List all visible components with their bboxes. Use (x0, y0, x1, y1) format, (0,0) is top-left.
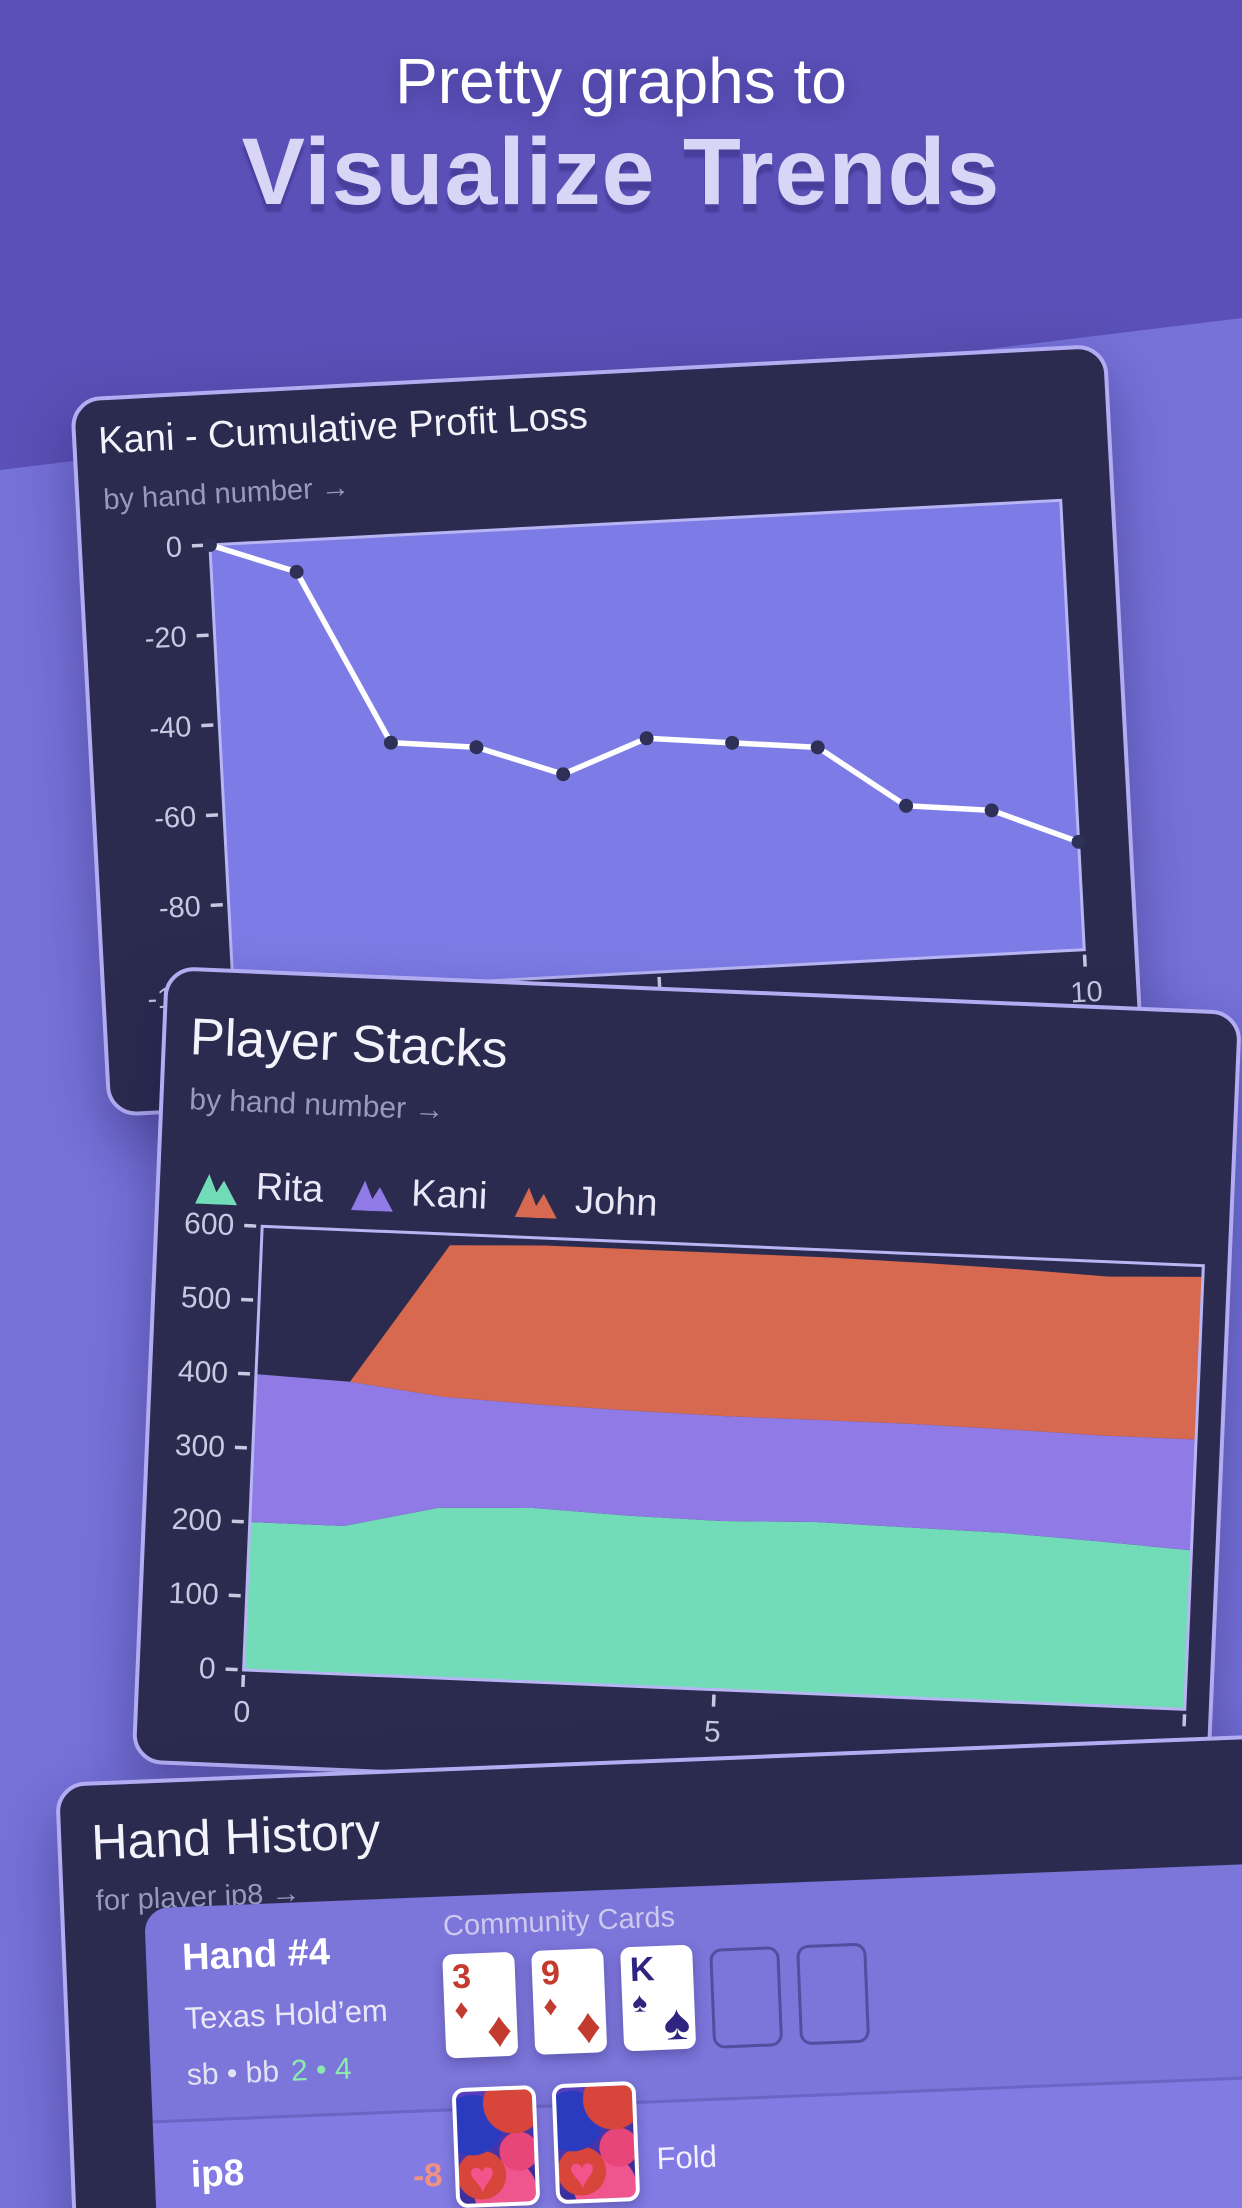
blinds-value: 2 • 4 (290, 2052, 353, 2088)
community-card-K♠: K ♠ ♠ (620, 1944, 697, 2052)
legend-label: Kani (410, 1172, 489, 1218)
history-card-title: Hand History (90, 1803, 382, 1871)
data-point (556, 767, 571, 782)
player-stacks-card: Player Stacks by hand number → Rita Kani J… (131, 966, 1242, 1809)
legend-label: Rita (254, 1166, 325, 1211)
data-point (639, 731, 654, 746)
face-down-hole-card (451, 2084, 541, 2208)
community-card-9♦: 9 ♦ ♦ (531, 1948, 608, 2055)
data-point (383, 735, 398, 750)
card-rank: K (629, 1950, 656, 1990)
player-action-label: Fold (655, 2138, 718, 2177)
face-down-hole-card (551, 2080, 641, 2205)
x-tick-label: 5 (703, 1715, 721, 1749)
y-tick-label: 600 (183, 1211, 234, 1242)
y-tick-label: 400 (177, 1355, 228, 1390)
blinds-label: sb • bb 2 • 4 (186, 2052, 352, 2093)
legend-item-kani: Kani (348, 1170, 488, 1219)
hand-history-entry: Hand #4 Texas Hold’em sb • bb 2 • 4 Commu… (144, 1858, 1242, 2208)
suit-icon: ♠ (662, 1993, 692, 2051)
data-point (899, 798, 914, 813)
y-tick-label: -80 (158, 891, 202, 925)
hero-heading-line2: Visualize Trends (241, 119, 1001, 225)
chart-legend: Rita Kani John (193, 1163, 658, 1225)
profit-card-subtitle: by hand number → (102, 471, 351, 517)
data-point (469, 740, 484, 755)
area-series-icon (514, 1186, 557, 1219)
data-point (725, 735, 740, 750)
area-series-rita (243, 1507, 1192, 1710)
suit-icon: ♦ (453, 1993, 470, 2026)
data-point (1071, 834, 1086, 849)
card-rank: 9 (540, 1953, 561, 1993)
data-point (984, 803, 999, 818)
y-tick-label: 0 (198, 1652, 216, 1686)
y-tick-label: -40 (149, 711, 193, 745)
data-point (289, 564, 304, 579)
data-point (202, 537, 217, 552)
legend-item-john: John (512, 1177, 658, 1226)
legend-item-rita: Rita (193, 1163, 324, 1211)
player-net-amount: -8 (412, 2155, 444, 2194)
data-point (810, 740, 825, 755)
y-tick-label: -20 (144, 621, 188, 655)
hand-history-card: Hand History for player ip8 → Hand #4 Te… (55, 1730, 1242, 2208)
suit-icon: ♦ (542, 1990, 559, 2022)
legend-label: John (574, 1179, 659, 1225)
card-rank: 3 (451, 1957, 472, 1997)
area-series-icon (195, 1173, 238, 1205)
suit-icon: ♠ (631, 1986, 648, 2018)
hero-heading-line1: Pretty graphs to (395, 45, 847, 117)
x-tick-label: 0 (233, 1696, 251, 1730)
community-card-3♦: 3 ♦ ♦ (442, 1951, 519, 2059)
area-series-john (255, 1245, 1203, 1440)
suit-icon: ♦ (485, 2000, 514, 2058)
area-series-kani (249, 1374, 1197, 1551)
community-cards-label: Community Cards (442, 1901, 676, 1943)
y-tick-label: 100 (168, 1577, 219, 1612)
profit-card-title: Kani - Cumulative Profit Loss (97, 394, 589, 463)
stacks-area-chart: 01002003004005006000510 (168, 1211, 1205, 1769)
hand-number-label: Hand #4 (181, 1931, 331, 1980)
area-series-icon (350, 1180, 393, 1212)
stacks-card-title: Player Stacks (188, 1008, 509, 1080)
empty-card-slot (709, 1946, 784, 2049)
suit-icon: ♦ (574, 1997, 603, 2055)
empty-card-slot (796, 1942, 871, 2046)
profit-line-chart: 0-20-40-60-80-1000510 (144, 498, 1103, 1054)
hole-cards-row (451, 2080, 641, 2208)
player-name: ip8 (189, 2151, 246, 2195)
community-cards-row: 3 ♦ ♦ 9 ♦ ♦ K ♠ ♠ (442, 1938, 871, 2060)
stacks-card-subtitle: by hand number → (188, 1083, 446, 1127)
y-tick-label: 300 (174, 1429, 225, 1464)
player-row: ip8 -8 Fold (152, 2070, 1242, 2208)
game-type-label: Texas Hold’em (183, 1992, 389, 2036)
y-tick-label: 0 (165, 531, 183, 564)
profit-loss-card: Kani - Cumulative Profit Loss by hand nu… (70, 343, 1145, 1118)
y-tick-label: 500 (180, 1281, 231, 1316)
y-tick-label: -60 (153, 801, 197, 835)
y-tick-label: 200 (171, 1503, 222, 1538)
blinds-caption: sb • bb (186, 2055, 280, 2092)
